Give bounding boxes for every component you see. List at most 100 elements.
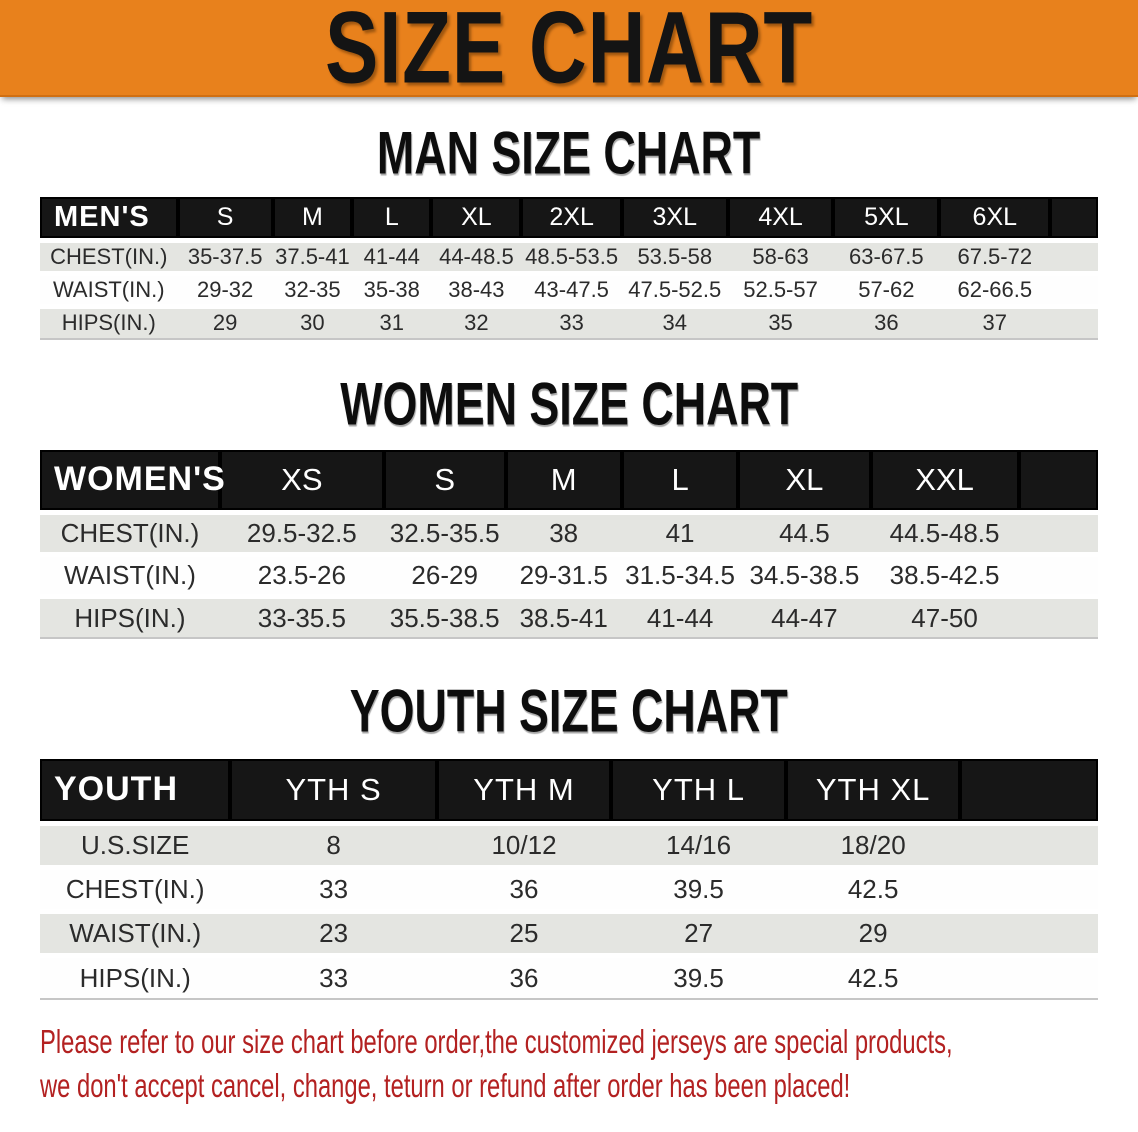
size-cell: 36: [833, 306, 940, 340]
size-cell: 38-43: [431, 273, 522, 309]
women-section-heading-text: WOMEN SIZE CHART: [340, 369, 798, 438]
size-cell: 29: [785, 911, 961, 958]
size-cell: 33-35.5: [219, 596, 384, 639]
size-cell: 33: [230, 955, 437, 1000]
row-filler-cell: [960, 955, 1098, 1000]
size-cell: 57-62: [833, 273, 940, 309]
table-title-cell: YOUTH: [40, 759, 231, 826]
women-section-heading: WOMEN SIZE CHART: [0, 369, 1138, 438]
size-column-header: 2XL: [521, 197, 622, 243]
size-cell: 35-37.5: [177, 240, 273, 276]
table-row: CHEST(IN.) 35-37.5 37.5-41 41-44 44-48.5 48.5…: [40, 240, 1098, 276]
size-column-header: YTH M: [436, 759, 612, 826]
size-cell: 52.5-57: [727, 273, 834, 309]
table-title-cell: WOMEN'S: [40, 450, 225, 515]
size-cell: 44-47: [738, 596, 871, 639]
disclaimer-line-2: we don't accept cancel, change, teturn o…: [40, 1067, 851, 1104]
size-cell: 25: [436, 911, 612, 958]
size-column-header: L: [621, 450, 739, 515]
size-cell: 32.5-35.5: [383, 512, 506, 557]
row-filler-cell: [1050, 273, 1098, 309]
table-row: HIPS(IN.) 33-35.5 35.5-38.5 38.5-41 41-44 44-…: [40, 596, 1098, 639]
disclaimer-line-1: Please refer to our size chart before or…: [40, 1023, 953, 1060]
size-cell: 67.5-72: [939, 240, 1051, 276]
men-size-table: MEN'S S M L XL 2XL 3XL 4XL 5XL 6XL CHEST(IN.) 35-37…: [40, 197, 1098, 340]
size-cell: 37: [939, 306, 1051, 340]
row-label: CHEST(IN.): [40, 512, 220, 557]
size-cell: 42.5: [785, 955, 961, 1000]
men-size-table-wrap: MEN'S S M L XL 2XL 3XL 4XL 5XL 6XL CHEST(IN.) 35-37…: [40, 197, 1098, 340]
row-label: HIPS(IN.): [40, 596, 220, 639]
size-cell: 39.5: [611, 955, 786, 1000]
size-column-header: XS: [219, 450, 384, 515]
size-cell: 30: [272, 306, 353, 340]
size-cell: 32-35: [272, 273, 353, 309]
table-row: CHEST(IN.) 33 36 39.5 42.5: [40, 867, 1098, 914]
youth-section-heading: YOUTH SIZE CHART: [0, 676, 1138, 745]
table-row: WAIST(IN.) 29-32 32-35 35-38 38-43 43-47.5 47.…: [40, 273, 1098, 309]
youth-size-table-wrap: YOUTH YTH S YTH M YTH L YTH XL U.S.SIZE 8 10/12…: [40, 759, 1098, 1000]
size-cell: 23.5-26: [219, 554, 384, 599]
size-column-header: M: [272, 197, 353, 243]
row-label: CHEST(IN.): [40, 867, 231, 914]
table-row: WAIST(IN.) 23.5-26 26-29 29-31.5 31.5-34.5 34…: [40, 554, 1098, 599]
size-cell: 35.5-38.5: [383, 596, 506, 639]
size-cell: 41-44: [621, 596, 739, 639]
section-youth: YOUTH SIZE CHART YOUTH YTH S YTH M YTH L YTH…: [0, 676, 1138, 1000]
banner-title: SIZE CHART: [325, 0, 813, 105]
size-cell: 29-31.5: [505, 554, 622, 599]
size-cell: 31.5-34.5: [621, 554, 739, 599]
table-header-row: WOMEN'S XS S M L XL XXL: [40, 450, 1098, 515]
size-column-header: XL: [431, 197, 522, 243]
size-cell: 38.5-42.5: [870, 554, 1019, 599]
size-cell: 41: [621, 512, 739, 557]
size-column-header: 4XL: [727, 197, 834, 243]
size-column-header: XL: [738, 450, 871, 515]
size-cell: 35-38: [352, 273, 432, 309]
row-filler-cell: [960, 867, 1098, 914]
size-cell: 27: [611, 911, 786, 958]
size-cell: 37.5-41: [272, 240, 353, 276]
header-filler-cell: [960, 759, 1098, 826]
size-column-header: L: [352, 197, 432, 243]
table-header-row: YOUTH YTH S YTH M YTH L YTH XL: [40, 759, 1098, 826]
row-filler-cell: [1050, 306, 1098, 340]
size-cell: 23: [230, 911, 437, 958]
row-label: CHEST(IN.): [40, 240, 178, 276]
size-cell: 48.5-53.5: [521, 240, 622, 276]
size-cell: 58-63: [727, 240, 834, 276]
table-row: U.S.SIZE 8 10/12 14/16 18/20: [40, 823, 1098, 870]
size-cell: 33: [521, 306, 622, 340]
size-cell: 43-47.5: [521, 273, 622, 309]
size-cell: 44.5: [738, 512, 871, 557]
size-cell: 36: [436, 867, 612, 914]
men-section-heading: MAN SIZE CHART: [0, 118, 1138, 187]
size-column-header: YTH L: [611, 759, 786, 826]
size-cell: 10/12: [436, 823, 612, 870]
youth-section-heading-text: YOUTH SIZE CHART: [349, 676, 789, 745]
size-cell: 31: [352, 306, 432, 340]
section-women: WOMEN SIZE CHART WOMEN'S XS S M L XL XXL CHEST(…: [0, 369, 1138, 639]
header-filler-cell: [1018, 450, 1098, 515]
size-column-header: YTH S: [230, 759, 437, 826]
row-label: WAIST(IN.): [40, 554, 220, 599]
row-label: U.S.SIZE: [40, 823, 231, 870]
size-cell: 26-29: [383, 554, 506, 599]
size-cell: 29: [177, 306, 273, 340]
disclaimer: Please refer to our size chart before or…: [40, 1020, 1138, 1108]
size-cell: 36: [436, 955, 612, 1000]
size-column-header: 3XL: [621, 197, 728, 243]
size-cell: 42.5: [785, 867, 961, 914]
women-size-table-wrap: WOMEN'S XS S M L XL XXL CHEST(IN.) 29.5-32.5 32.5…: [40, 450, 1098, 639]
table-header-row: MEN'S S M L XL 2XL 3XL 4XL 5XL 6XL: [40, 197, 1098, 243]
row-label: WAIST(IN.): [40, 911, 231, 958]
women-size-table: WOMEN'S XS S M L XL XXL CHEST(IN.) 29.5-32.5 32.5…: [40, 450, 1098, 639]
size-cell: 53.5-58: [621, 240, 728, 276]
men-section-heading-text: MAN SIZE CHART: [377, 118, 761, 187]
size-cell: 62-66.5: [939, 273, 1051, 309]
table-title-cell: MEN'S: [40, 197, 178, 243]
size-column-header: S: [383, 450, 506, 515]
size-cell: 29.5-32.5: [219, 512, 384, 557]
size-cell: 8: [230, 823, 437, 870]
size-cell: 38: [505, 512, 622, 557]
